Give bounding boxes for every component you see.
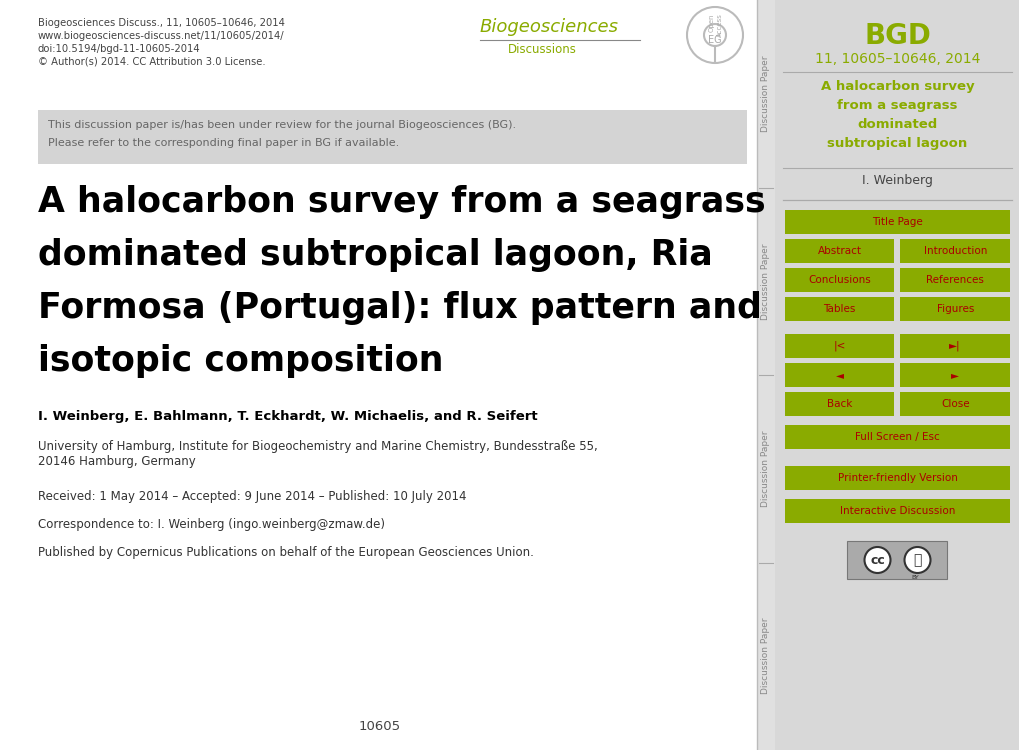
Text: isotopic composition: isotopic composition <box>38 344 443 378</box>
Text: Conclusions: Conclusions <box>808 275 870 285</box>
Bar <box>38 110 746 164</box>
Text: Received: 1 May 2014 – Accepted: 9 June 2014 – Published: 10 July 2014: Received: 1 May 2014 – Accepted: 9 June … <box>38 490 466 503</box>
Text: Biogeosciences Discuss., 11, 10605–10646, 2014: Biogeosciences Discuss., 11, 10605–10646… <box>38 18 284 28</box>
Text: |<: |< <box>833 340 845 351</box>
Bar <box>900 268 1009 292</box>
Text: 11, 10605–10646, 2014: 11, 10605–10646, 2014 <box>814 52 979 66</box>
Circle shape <box>904 547 929 573</box>
Bar <box>785 268 894 292</box>
Text: University of Hamburg, Institute for Biogeochemistry and Marine Chemistry, Bunde: University of Hamburg, Institute for Bio… <box>38 440 597 453</box>
Text: Full Screen / Esc: Full Screen / Esc <box>854 432 938 442</box>
Bar <box>774 0 1019 750</box>
Text: Tables: Tables <box>822 304 855 314</box>
Text: Published by Copernicus Publications on behalf of the European Geosciences Union: Published by Copernicus Publications on … <box>38 546 533 559</box>
Text: Discussions: Discussions <box>507 43 577 56</box>
Text: Printer-friendly Version: Printer-friendly Version <box>837 473 957 483</box>
Text: Formosa (Portugal): flux pattern and: Formosa (Portugal): flux pattern and <box>38 291 761 325</box>
Bar <box>900 392 1009 416</box>
Text: dominated: dominated <box>857 118 936 131</box>
Text: I. Weinberg, E. Bahlmann, T. Eckhardt, W. Michaelis, and R. Seifert: I. Weinberg, E. Bahlmann, T. Eckhardt, W… <box>38 410 537 423</box>
Text: ►|: ►| <box>949 340 960 351</box>
Text: ►: ► <box>951 370 958 380</box>
Bar <box>900 297 1009 321</box>
Circle shape <box>864 547 890 573</box>
Text: A halocarbon survey from a seagrass: A halocarbon survey from a seagrass <box>38 185 765 219</box>
Text: Open: Open <box>708 13 714 32</box>
Text: Discussion Paper: Discussion Paper <box>761 430 769 507</box>
Bar <box>900 363 1009 387</box>
Text: ⓑ: ⓑ <box>912 553 921 567</box>
Text: Discussion Paper: Discussion Paper <box>761 243 769 320</box>
Text: EG: EG <box>707 35 721 45</box>
Bar <box>785 466 1009 490</box>
Text: Back: Back <box>826 399 852 409</box>
Text: Correspondence to: I. Weinberg (ingo.weinberg@zmaw.de): Correspondence to: I. Weinberg (ingo.wei… <box>38 518 384 531</box>
Bar <box>785 363 894 387</box>
Text: dominated subtropical lagoon, Ria: dominated subtropical lagoon, Ria <box>38 238 712 272</box>
Text: Introduction: Introduction <box>922 246 986 256</box>
Bar <box>900 239 1009 263</box>
Bar <box>785 334 894 358</box>
Text: Access: Access <box>716 13 722 37</box>
Text: Biogeosciences: Biogeosciences <box>480 18 619 36</box>
Text: 20146 Hamburg, Germany: 20146 Hamburg, Germany <box>38 455 196 468</box>
Bar <box>756 0 774 750</box>
Bar <box>785 210 1009 234</box>
Text: Discussion Paper: Discussion Paper <box>761 56 769 132</box>
Text: doi:10.5194/bgd-11-10605-2014: doi:10.5194/bgd-11-10605-2014 <box>38 44 201 54</box>
Text: Title Page: Title Page <box>871 217 922 227</box>
Bar <box>785 297 894 321</box>
Text: Interactive Discussion: Interactive Discussion <box>839 506 954 516</box>
Bar <box>847 541 947 579</box>
Text: Discussion Paper: Discussion Paper <box>761 618 769 695</box>
Text: Figures: Figures <box>935 304 973 314</box>
Text: 10605: 10605 <box>359 720 400 733</box>
Text: Please refer to the corresponding final paper in BG if available.: Please refer to the corresponding final … <box>48 138 398 148</box>
Text: ◄: ◄ <box>835 370 843 380</box>
Text: Close: Close <box>940 399 969 409</box>
Text: Abstract: Abstract <box>817 246 861 256</box>
Bar <box>900 334 1009 358</box>
Text: www.biogeosciences-discuss.net/11/10605/2014/: www.biogeosciences-discuss.net/11/10605/… <box>38 31 284 41</box>
Text: A halocarbon survey: A halocarbon survey <box>820 80 973 93</box>
Text: BY: BY <box>911 575 918 580</box>
Text: subtropical lagoon: subtropical lagoon <box>826 137 967 150</box>
Text: cc: cc <box>869 554 884 566</box>
Text: I. Weinberg: I. Weinberg <box>861 174 932 187</box>
Bar <box>785 499 1009 523</box>
Text: This discussion paper is/has been under review for the journal Biogeosciences (B: This discussion paper is/has been under … <box>48 120 516 130</box>
Text: © Author(s) 2014. CC Attribution 3.0 License.: © Author(s) 2014. CC Attribution 3.0 Lic… <box>38 57 265 67</box>
Bar <box>785 392 894 416</box>
Bar <box>785 425 1009 449</box>
Text: BGD: BGD <box>863 22 930 50</box>
Text: from a seagrass: from a seagrass <box>837 99 957 112</box>
Bar <box>785 239 894 263</box>
Text: References: References <box>925 275 983 285</box>
